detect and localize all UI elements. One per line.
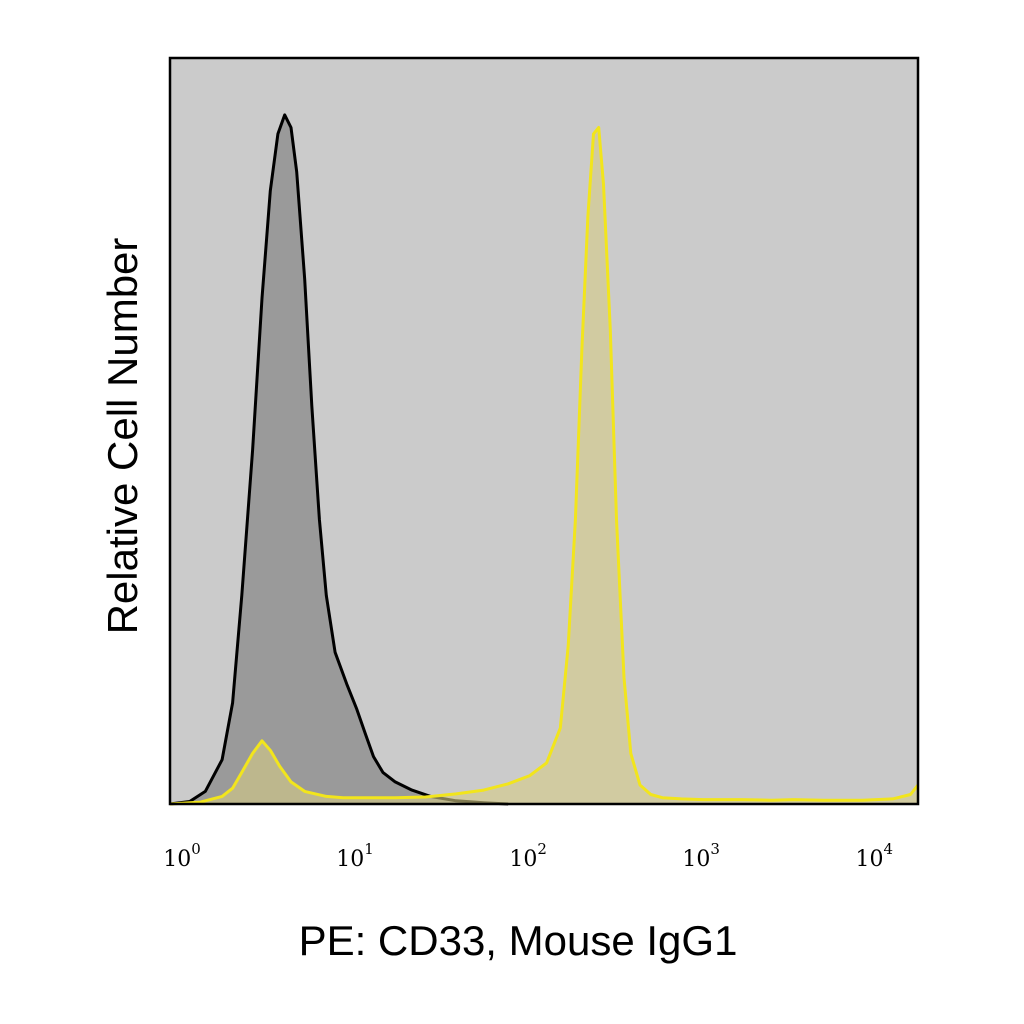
plot-frame [168,56,920,806]
x-tick-label: 102 [509,840,547,872]
x-tick-label: 103 [682,840,720,872]
x-tick-label: 100 [163,840,201,872]
y-axis-title: Relative Cell Number [99,238,146,635]
x-tick-labels: 100 101 102 103 104 [163,840,893,872]
x-tick-label: 101 [336,840,374,872]
isotype-control-histogram-line [169,113,509,806]
series-layer [169,113,920,806]
x-axis-title: PE: CD33, Mouse IgG1 [299,917,738,964]
isotype-control-histogram-area [170,114,509,804]
cd33-histogram-line [169,126,920,806]
x-tick-label: 104 [855,840,893,872]
